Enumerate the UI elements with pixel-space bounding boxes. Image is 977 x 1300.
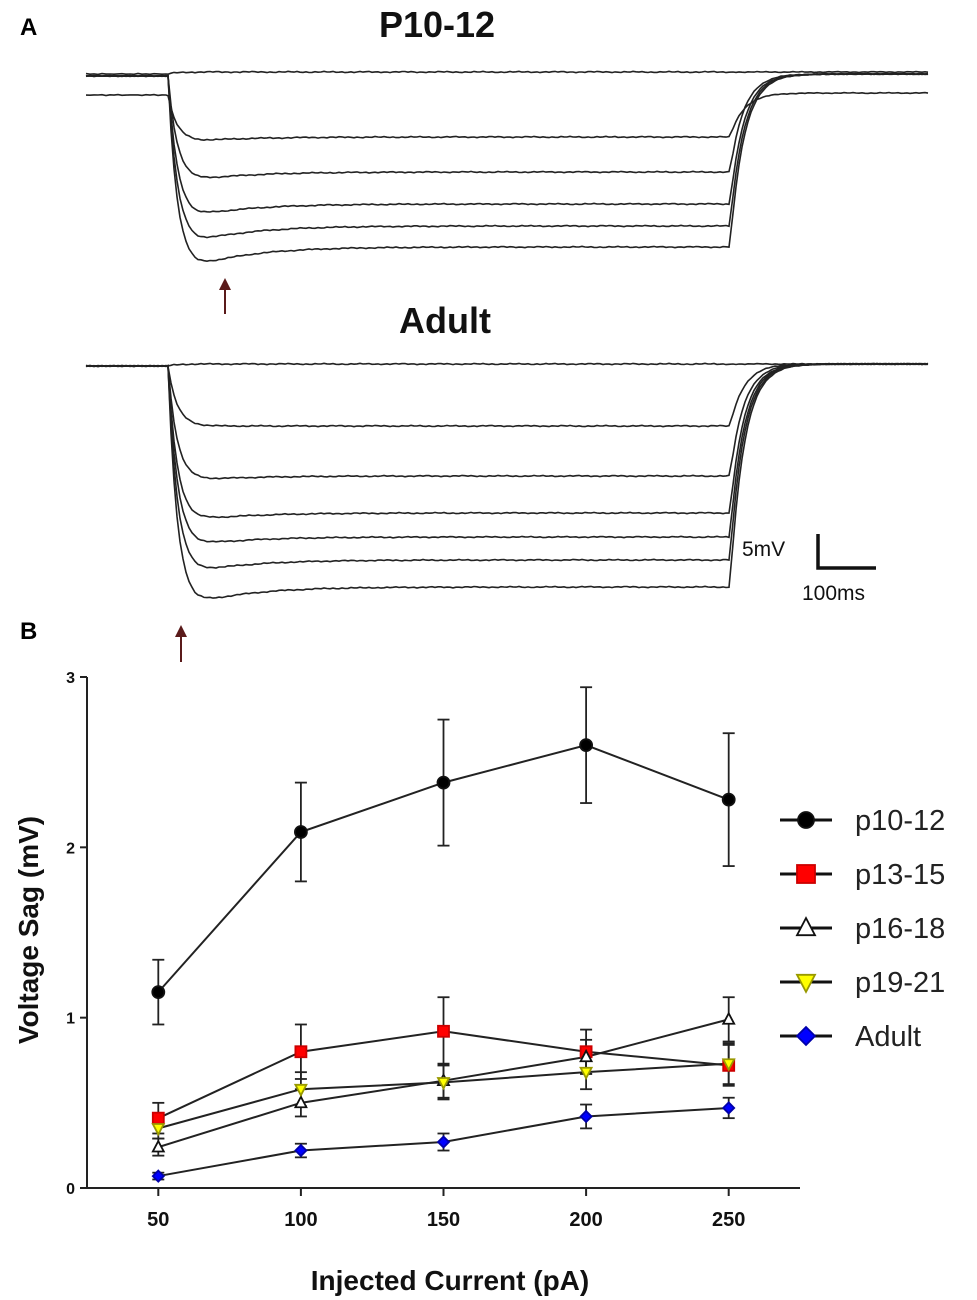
trace-adult-2 bbox=[85, 362, 929, 428]
legend-label: p16-18 bbox=[855, 913, 945, 945]
legend-marker bbox=[795, 1025, 817, 1047]
legend-marker bbox=[795, 916, 817, 937]
data-point bbox=[579, 738, 593, 753]
chart-axes: 50 100 150 200 250 0 1 2 3 bbox=[66, 670, 800, 1231]
legend-marker bbox=[797, 811, 815, 829]
scale-bar-time-label: 100ms bbox=[802, 582, 865, 605]
data-point bbox=[151, 985, 166, 1000]
trace-p10-12-1 bbox=[85, 70, 929, 76]
chart-series bbox=[151, 686, 736, 1183]
y-tick-label: 1 bbox=[66, 1011, 75, 1028]
markers-Adult bbox=[151, 1101, 736, 1183]
data-point bbox=[151, 1139, 166, 1153]
arrow-adult-head bbox=[175, 625, 187, 637]
trace-p10-12-2 bbox=[85, 91, 929, 142]
data-point bbox=[151, 1123, 166, 1137]
legend-marker bbox=[796, 864, 816, 884]
data-point bbox=[151, 1169, 166, 1183]
trace-adult-1 bbox=[85, 362, 929, 368]
data-point bbox=[579, 1066, 594, 1081]
data-point bbox=[437, 1024, 450, 1038]
trace-p10-12-3 bbox=[85, 72, 929, 179]
data-point bbox=[721, 1011, 736, 1025]
legend-item-Adult: Adult bbox=[780, 1021, 921, 1053]
legend-item-p16-18: p16-18 bbox=[780, 913, 945, 945]
series-p10-12 bbox=[152, 686, 735, 1026]
data-point bbox=[293, 1083, 308, 1098]
legend-label: p19-21 bbox=[855, 967, 945, 999]
sag-arrows bbox=[175, 278, 231, 662]
trace-p10-12-5 bbox=[85, 72, 929, 239]
data-point bbox=[436, 775, 451, 790]
legend-label: p10-12 bbox=[855, 805, 945, 837]
legend-item-p19-21: p19-21 bbox=[780, 967, 945, 999]
trace-p10-12-6 bbox=[85, 72, 929, 263]
x-tick-label: 250 bbox=[712, 1209, 745, 1231]
trace-adult-7 bbox=[85, 362, 929, 599]
legend-item-p13-15: p13-15 bbox=[780, 859, 945, 891]
scale-bar: 5mV 100ms bbox=[742, 534, 876, 605]
trace-title-adult: Adult bbox=[399, 300, 491, 341]
y-axis-label: Voltage Sag (mV) bbox=[13, 816, 44, 1044]
panel-label-a: A bbox=[20, 14, 38, 41]
scale-bar-lines bbox=[816, 534, 876, 570]
legend-label: Adult bbox=[855, 1021, 921, 1053]
y-tick-label: 2 bbox=[66, 840, 75, 857]
trace-adult-3 bbox=[85, 362, 929, 480]
data-point bbox=[721, 792, 736, 807]
traces-adult bbox=[85, 362, 929, 599]
data-point bbox=[294, 1143, 308, 1158]
x-tick-label: 100 bbox=[284, 1209, 317, 1231]
x-tick-label: 50 bbox=[147, 1209, 169, 1231]
data-point bbox=[436, 1077, 451, 1091]
data-point bbox=[151, 1111, 165, 1125]
x-tick-label: 150 bbox=[427, 1209, 460, 1231]
data-point bbox=[579, 1109, 593, 1124]
data-point bbox=[293, 825, 308, 839]
scale-bar-voltage-label: 5mV bbox=[742, 538, 785, 561]
trace-adult-5 bbox=[86, 362, 929, 543]
trace-p10-12-4 bbox=[85, 72, 929, 213]
markers-p19-21 bbox=[151, 1058, 736, 1137]
x-tick-label: 200 bbox=[569, 1209, 602, 1231]
chart-legend: p10-12 p13-15 p16-18 p19-21 Adult bbox=[780, 805, 945, 1053]
legend-marker bbox=[795, 973, 817, 994]
traces-p10-12 bbox=[85, 70, 929, 263]
data-point bbox=[579, 1048, 594, 1063]
arrow-p10-12-head bbox=[219, 278, 231, 290]
trace-adult-4 bbox=[85, 362, 929, 519]
x-axis-label: Injected Current (pA) bbox=[311, 1265, 589, 1296]
data-point bbox=[294, 1045, 308, 1059]
trace-title-p10-12: P10-12 bbox=[378, 4, 496, 45]
data-point bbox=[721, 1058, 736, 1072]
legend-label: p13-15 bbox=[855, 859, 945, 891]
data-point bbox=[293, 1094, 308, 1109]
voltage-sag-chart: 50 100 150 200 250 0 1 2 3 p10-12 p13-15 p16-18 p19… bbox=[13, 670, 945, 1296]
y-tick-label: 0 bbox=[66, 1181, 75, 1198]
data-point bbox=[436, 1135, 451, 1149]
legend-item-p10-12: p10-12 bbox=[780, 805, 945, 837]
y-tick-label: 3 bbox=[66, 670, 75, 687]
markers-p10-12 bbox=[151, 738, 736, 1000]
panel-label-b: B bbox=[20, 618, 38, 645]
data-point bbox=[721, 1101, 736, 1115]
